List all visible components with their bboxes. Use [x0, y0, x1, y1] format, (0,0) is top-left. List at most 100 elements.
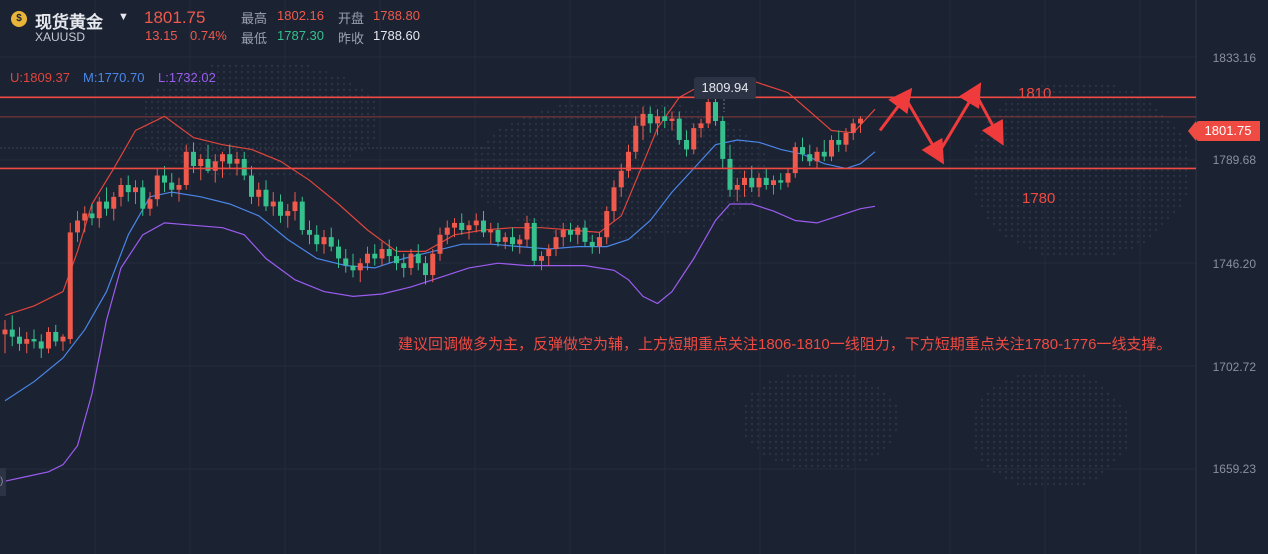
- candle: [807, 144, 813, 167]
- candle: [328, 227, 334, 252]
- candle: [495, 222, 501, 247]
- candle-body: [560, 230, 566, 238]
- candle: [118, 177, 124, 207]
- candle-body: [531, 222, 537, 261]
- candle: [227, 144, 233, 169]
- candle: [626, 144, 631, 178]
- candle-body: [539, 256, 544, 261]
- y-tick-label: 1702.72: [1212, 360, 1256, 374]
- candle-body: [604, 211, 610, 238]
- candle-body: [589, 241, 595, 247]
- candle-body: [444, 227, 450, 235]
- candle-body: [234, 158, 240, 164]
- candle: [466, 220, 472, 240]
- candle: [183, 144, 189, 190]
- candle: [821, 139, 827, 162]
- instrument-title[interactable]: 现货黄金: [35, 13, 103, 32]
- left-scroll-handle[interactable]: ): [0, 468, 6, 496]
- candle-body: [510, 237, 515, 245]
- candle-body: [423, 263, 428, 276]
- candle: [633, 116, 639, 159]
- candle: [734, 177, 740, 202]
- candle: [473, 213, 479, 233]
- candle-body: [821, 151, 827, 157]
- candle-body: [756, 177, 762, 188]
- candle-body: [365, 253, 370, 264]
- candle-body: [104, 201, 109, 209]
- candle-body: [792, 147, 798, 174]
- candle-body: [698, 123, 704, 129]
- candle: [582, 220, 588, 247]
- candle: [263, 180, 269, 212]
- candle: [488, 222, 494, 245]
- candle-body: [481, 220, 486, 233]
- candle-body: [684, 139, 689, 150]
- support-level-label: 1780: [1022, 190, 1056, 207]
- y-tick-label: 1746.20: [1212, 257, 1256, 271]
- resistance-level-label: 1810: [1018, 85, 1052, 102]
- candle-body: [357, 263, 363, 271]
- candle: [771, 175, 776, 195]
- candle-body: [205, 158, 211, 171]
- candle-body: [169, 182, 175, 190]
- candle-body: [713, 102, 718, 121]
- candle-body: [212, 161, 218, 171]
- candle-body: [75, 220, 80, 233]
- candle-body: [459, 222, 465, 231]
- candle-body: [292, 201, 298, 212]
- instrument-symbol: XAUUSD: [35, 30, 86, 44]
- candle: [256, 182, 262, 207]
- candle: [720, 116, 726, 169]
- candle: [850, 118, 856, 140]
- candle-body: [38, 341, 44, 349]
- candle: [452, 218, 457, 238]
- candle-body: [597, 237, 602, 247]
- candle: [408, 248, 414, 276]
- candle-body: [60, 336, 66, 342]
- candle: [814, 147, 820, 169]
- candle-body: [807, 154, 813, 162]
- y-tick-label: 1789.68: [1212, 153, 1256, 167]
- candle: [365, 246, 370, 271]
- candle-body: [691, 128, 697, 150]
- candle-body: [278, 201, 283, 216]
- candle: [176, 177, 182, 202]
- candle: [669, 111, 675, 131]
- candle-body: [662, 116, 668, 121]
- candle-body: [176, 184, 182, 190]
- candle-body: [568, 230, 573, 235]
- candle: [198, 154, 204, 181]
- candle: [589, 234, 595, 254]
- candle-body: [727, 158, 733, 190]
- candle-body: [53, 331, 59, 342]
- candle: [60, 334, 66, 351]
- candle: [647, 106, 653, 133]
- last-price-tag: 1801.75: [1188, 121, 1260, 141]
- candle: [727, 144, 733, 197]
- candle: [343, 248, 349, 273]
- chevron-down-icon[interactable]: ▼: [118, 11, 129, 23]
- candle: [597, 232, 602, 254]
- candle-body: [524, 222, 530, 240]
- candle: [684, 130, 689, 157]
- candle: [843, 128, 849, 152]
- forecast-arrow: [878, 87, 913, 132]
- candle: [756, 173, 762, 197]
- candle-body: [67, 232, 73, 340]
- candle-body: [771, 180, 776, 185]
- low-value: 1787.30: [277, 28, 324, 43]
- candle-body: [386, 248, 392, 257]
- candle-body: [372, 253, 378, 259]
- candle: [314, 225, 320, 252]
- candle: [336, 239, 341, 268]
- candle: [481, 211, 486, 238]
- candle-body: [220, 154, 225, 162]
- candle-body: [734, 184, 740, 190]
- candle: [553, 230, 559, 257]
- y-tick-label: 1659.23: [1212, 462, 1256, 476]
- candle: [836, 130, 842, 152]
- candle-body: [502, 237, 508, 242]
- candle-body: [328, 237, 334, 247]
- candle-body: [647, 113, 653, 124]
